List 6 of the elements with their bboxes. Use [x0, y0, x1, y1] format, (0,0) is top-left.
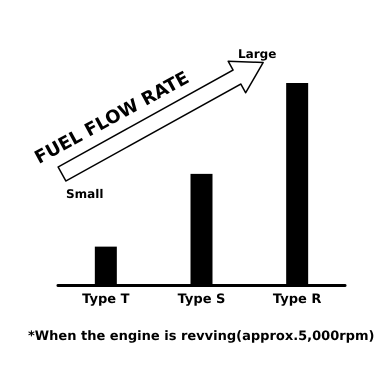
- annotation: Small: [66, 187, 104, 201]
- x-tick-label: Type R: [272, 292, 322, 307]
- text: Large: [238, 47, 276, 61]
- text: *When the engine is revving(approx.5,000rpm): [28, 329, 374, 344]
- x-tick-label: Type S: [178, 292, 226, 307]
- x-tick-label: Type T: [82, 292, 130, 307]
